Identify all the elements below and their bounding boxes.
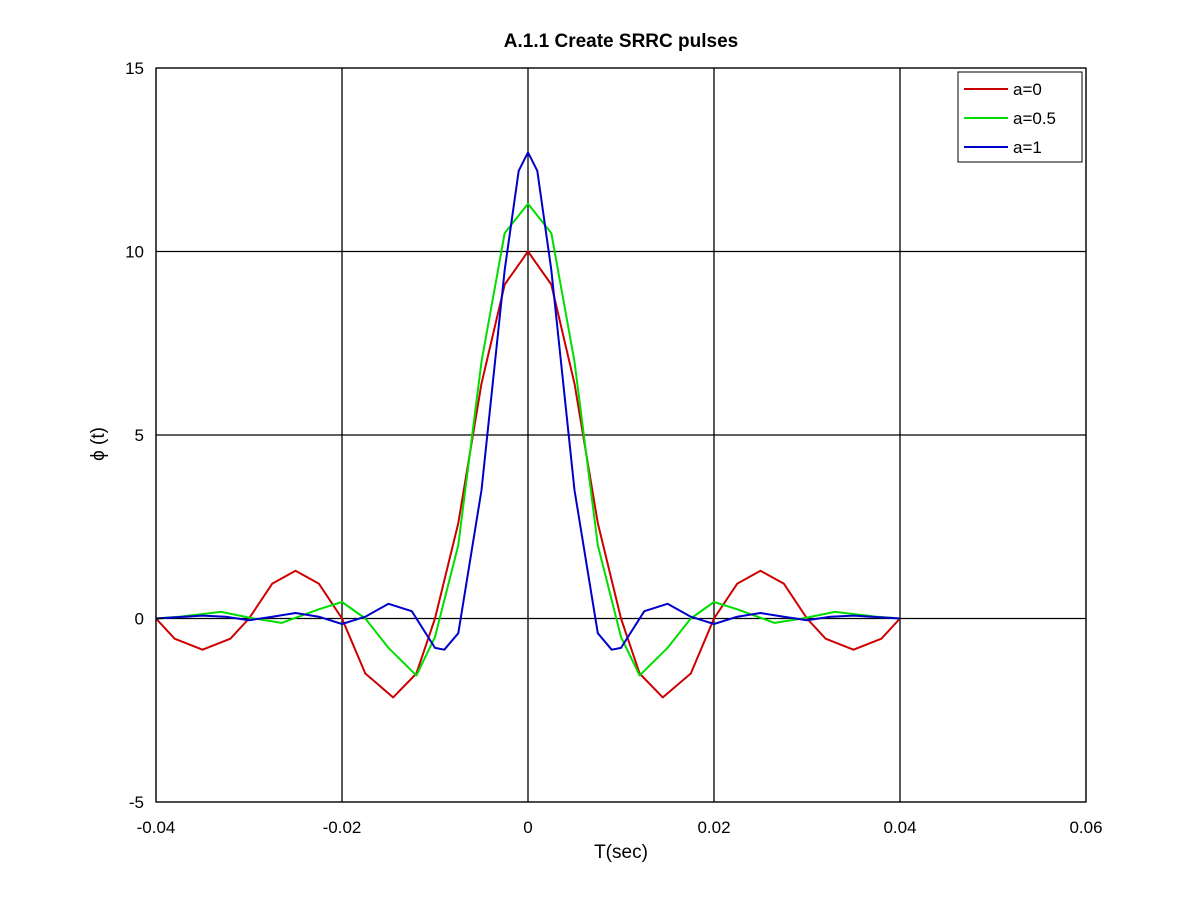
series-line-a=0 (155, 250, 901, 699)
series-lines (155, 151, 901, 699)
x-tick-label: 0 (523, 818, 532, 837)
x-tick-label: -0.02 (323, 818, 362, 837)
legend: a=0 a=0.5 a=1 (957, 71, 1083, 163)
x-axis-label: T(sec) (594, 842, 648, 863)
x-tick-label: -0.04 (137, 818, 176, 837)
y-tick-label: 15 (125, 59, 144, 78)
y-tick-label: 0 (135, 610, 144, 629)
legend-label: a=1 (1013, 138, 1042, 157)
x-tick-label: 0.04 (883, 818, 916, 837)
y-tick-label: -5 (129, 793, 144, 812)
x-tick-label: 0.06 (1069, 818, 1102, 837)
legend-label: a=0 (1013, 80, 1042, 99)
y-tick-label: 10 (125, 243, 144, 262)
axis-ticks: -0.04 -0.02 0 0.02 0.04 0.06 -5 0 5 10 15 (125, 59, 1102, 837)
y-tick-label: 5 (135, 426, 144, 445)
series-line-a=1 (155, 151, 901, 651)
x-tick-label: 0.02 (697, 818, 730, 837)
chart-title: A.1.1 Create SRRC pulses (504, 31, 738, 52)
legend-label: a=0.5 (1013, 109, 1056, 128)
y-axis-label: ϕ (t) (88, 427, 109, 461)
